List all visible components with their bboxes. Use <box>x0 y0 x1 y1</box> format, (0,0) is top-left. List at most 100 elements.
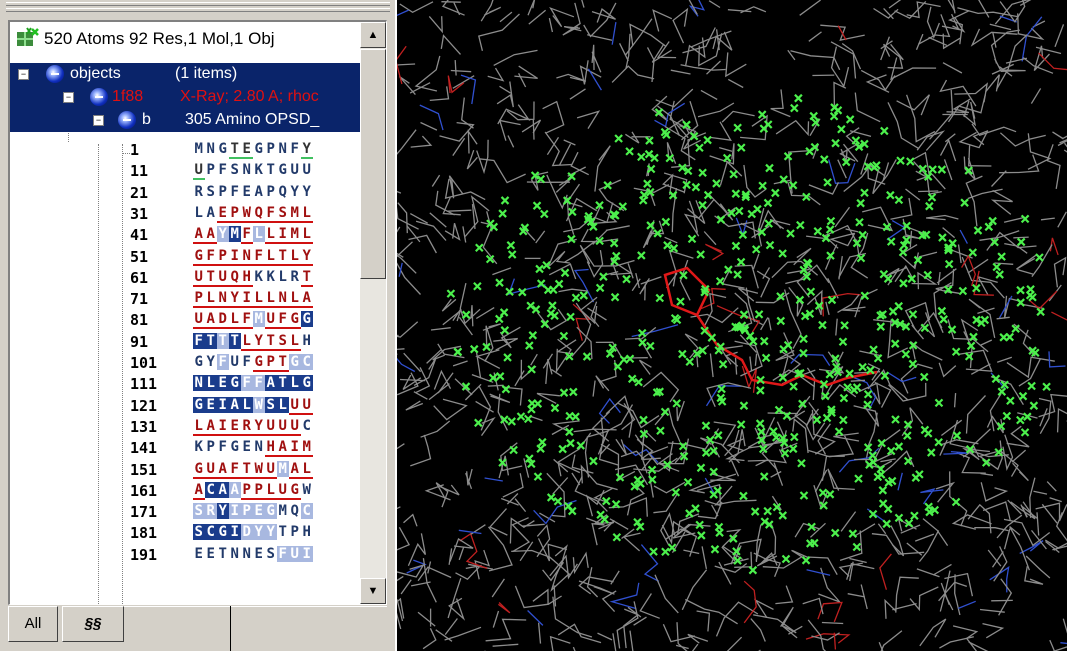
residue-letter[interactable]: A <box>254 183 264 200</box>
residue-letter[interactable]: I <box>241 290 253 309</box>
residue-letter[interactable]: Y <box>229 290 241 309</box>
residue-letter[interactable]: P <box>218 183 228 200</box>
residue-letter[interactable]: S <box>230 162 240 179</box>
tab-all[interactable]: All <box>8 606 58 642</box>
residue-letter[interactable]: C <box>301 354 313 370</box>
residue-letter[interactable]: G <box>253 354 265 372</box>
residue-letter[interactable]: A <box>301 290 313 309</box>
residue-letter[interactable]: G <box>278 162 288 179</box>
tab-secondary-structure[interactable]: §§ <box>62 606 124 642</box>
residue-letter[interactable]: S <box>265 396 277 413</box>
residue-letter[interactable]: I <box>217 417 229 436</box>
residue-letter[interactable]: M <box>194 141 204 157</box>
residue-letter[interactable]: P <box>241 503 253 520</box>
residue-letter[interactable]: G <box>289 311 301 330</box>
residue-letter[interactable]: U <box>289 396 301 415</box>
residue-letter[interactable]: Y <box>301 247 313 266</box>
residue-letter[interactable]: P <box>265 354 277 372</box>
residue-letter[interactable]: E <box>217 375 229 392</box>
residue-letter[interactable]: E <box>205 396 217 413</box>
residue-letter[interactable]: A <box>205 311 217 330</box>
residue-letter[interactable]: L <box>265 247 277 266</box>
ligand-retinal[interactable] <box>663 266 878 387</box>
residue-letter[interactable]: L <box>301 460 313 479</box>
residue-letter[interactable]: S <box>206 183 216 200</box>
residue-letter[interactable]: L <box>265 226 277 245</box>
residue-letter[interactable]: N <box>217 290 229 309</box>
residue-letter[interactable]: Q <box>229 268 241 287</box>
residue-letter[interactable]: U <box>302 162 312 179</box>
residue-letter[interactable]: G <box>229 375 241 392</box>
residue-letter[interactable]: L <box>205 375 217 392</box>
residue-letter[interactable]: L <box>265 481 277 500</box>
residue-letter[interactable]: P <box>193 290 205 309</box>
residue-letter[interactable]: Y <box>217 226 229 243</box>
residue-letter[interactable]: T <box>229 141 241 159</box>
residue-letter[interactable]: M <box>253 311 265 328</box>
residue-letter[interactable]: F <box>241 226 253 245</box>
residue-letter[interactable]: S <box>193 524 205 541</box>
residue-letter[interactable]: C <box>205 524 217 541</box>
residue-letter[interactable]: L <box>277 396 289 413</box>
residue-letter[interactable]: L <box>301 226 313 245</box>
residue-letter[interactable]: W <box>241 204 253 223</box>
residue-letter[interactable]: C <box>302 417 312 434</box>
molecule-viewer[interactable] <box>397 0 1067 651</box>
residue-letter[interactable]: T <box>205 268 217 287</box>
residue-letter[interactable]: A <box>265 375 277 392</box>
residue-letter[interactable]: E <box>254 545 264 562</box>
residue-letter[interactable]: H <box>265 439 277 458</box>
residue-letter[interactable]: A <box>289 460 301 479</box>
residue-letter[interactable]: N <box>230 545 240 562</box>
residue-letter[interactable]: U <box>265 311 277 330</box>
residue-letter[interactable]: E <box>217 204 229 223</box>
residue-letter[interactable]: M <box>229 226 241 243</box>
residue-letter[interactable]: F <box>218 439 228 456</box>
residue-letter[interactable]: L <box>241 396 253 413</box>
residue-letter[interactable]: L <box>229 311 241 330</box>
residue-letter[interactable]: W <box>253 460 265 479</box>
residue-letter[interactable]: F <box>193 332 205 349</box>
residue-letter[interactable]: L <box>241 332 253 351</box>
residue-letter[interactable]: A <box>205 226 217 245</box>
residue-letter[interactable]: I <box>229 247 241 266</box>
residue-letter[interactable]: Y <box>301 141 313 159</box>
panel-grip[interactable] <box>6 2 390 16</box>
residue-letter[interactable]: D <box>217 311 229 330</box>
residue-letter[interactable]: Q <box>290 503 300 520</box>
residue-letter[interactable]: L <box>289 290 301 309</box>
residue-letter[interactable]: R <box>290 268 300 285</box>
residue-letter[interactable]: G <box>218 141 228 157</box>
scroll-down-button[interactable]: ▼ <box>360 578 386 604</box>
residue-letter[interactable]: G <box>254 141 264 157</box>
residue-letter[interactable]: R <box>241 417 253 436</box>
residue-letter[interactable]: T <box>218 545 228 562</box>
residue-letter[interactable]: N <box>278 141 288 157</box>
residue-letter[interactable]: P <box>266 183 276 200</box>
residue-letter[interactable]: S <box>266 545 276 562</box>
residue-letter[interactable]: F <box>242 354 252 370</box>
residue-letter[interactable]: P <box>290 524 300 541</box>
residue-letter[interactable]: Y <box>253 417 265 436</box>
residue-letter[interactable]: I <box>277 226 289 245</box>
residue-letter[interactable]: G <box>301 311 313 328</box>
residue-letter[interactable]: E <box>242 439 252 456</box>
scroll-up-button[interactable]: ▲ <box>360 22 386 48</box>
residue-letter[interactable]: G <box>194 354 204 370</box>
residue-letter[interactable]: L <box>265 290 277 309</box>
residue-letter[interactable]: L <box>253 226 265 243</box>
residue-letter[interactable]: E <box>241 141 253 159</box>
residue-letter[interactable]: M <box>277 460 289 477</box>
residue-letter[interactable]: N <box>242 545 252 562</box>
tree-row-objects[interactable]: − objects (1 items) <box>10 63 360 86</box>
